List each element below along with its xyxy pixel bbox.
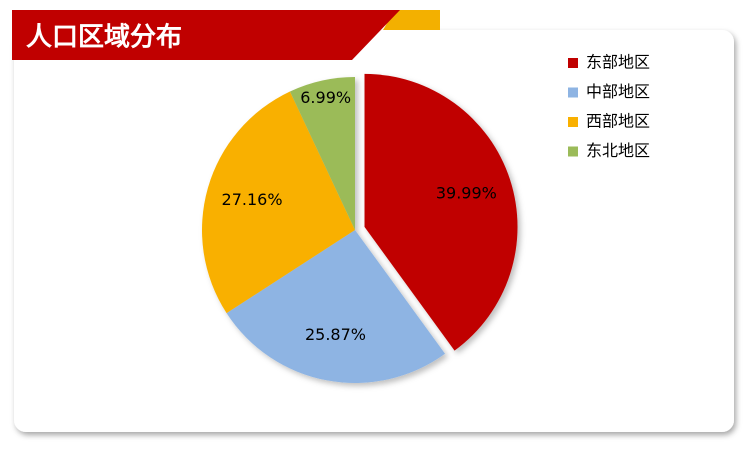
title-banner: [12, 10, 400, 60]
legend-label: 西部地区: [586, 112, 650, 131]
legend-swatch: [568, 146, 578, 157]
banner-accent: [383, 10, 440, 30]
pie-slice: [226, 230, 446, 383]
legend-label: 中部地区: [586, 82, 650, 101]
data-label: 39.99%: [436, 183, 497, 202]
legend-swatch: [568, 117, 578, 127]
data-label: 6.99%: [300, 88, 351, 107]
chart-title: 人口区域分布: [26, 23, 182, 53]
data-label: 27.16%: [222, 190, 283, 209]
legend-label: 东部地区: [586, 53, 650, 72]
pie-slice: [364, 73, 518, 351]
legend-swatch: [568, 58, 578, 68]
pie: [201, 73, 518, 383]
pie-slice: [289, 77, 355, 230]
data-label: 25.87%: [305, 325, 366, 344]
pie-slice: [201, 91, 355, 314]
legend-swatch: [568, 87, 578, 98]
legend-label: 东北地区: [586, 141, 650, 160]
